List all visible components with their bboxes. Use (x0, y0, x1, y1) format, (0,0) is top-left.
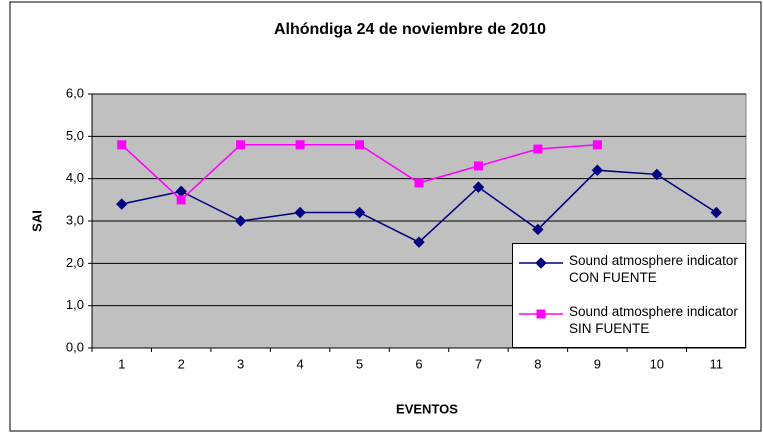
legend-marker (535, 257, 547, 269)
y-tick-label: 5,0 (66, 128, 84, 143)
x-tick-label: 11 (710, 356, 724, 371)
x-tick-label: 1 (118, 356, 125, 371)
data-point (117, 140, 127, 150)
data-point (710, 206, 722, 219)
legend-swatch (519, 257, 563, 269)
x-tick-label: 8 (534, 356, 541, 371)
data-point (234, 215, 247, 227)
legend-label: Sound atmosphere indicator CON FUENTE (569, 253, 738, 285)
y-axis-label: SAI (29, 210, 44, 232)
legend-label: Sound atmosphere indicator SIN FUENTE (569, 304, 738, 336)
data-point (413, 236, 425, 248)
data-point (592, 140, 602, 150)
legend-entry: Sound atmosphere indicator SIN FUENTE (513, 297, 747, 347)
y-tick-label: 2,0 (66, 255, 84, 270)
legend-swatch (519, 309, 563, 319)
y-tick-label: 1,0 (66, 297, 84, 312)
data-point (294, 206, 306, 219)
x-tick-label: 4 (296, 356, 303, 371)
data-point (651, 168, 663, 181)
data-point (533, 144, 543, 154)
data-point (414, 178, 424, 188)
x-tick-label: 5 (356, 356, 363, 371)
data-point (532, 223, 544, 236)
data-point (355, 140, 365, 150)
data-point (236, 140, 246, 150)
data-point (116, 198, 128, 210)
legend-entry: Sound atmosphere indicator CON FUENTE (513, 246, 747, 296)
x-tick-label: 2 (178, 356, 185, 371)
data-point (295, 140, 305, 150)
x-tick-label: 6 (415, 356, 422, 371)
legend-marker (536, 309, 546, 319)
data-point (472, 181, 485, 193)
y-tick-label: 6,0 (66, 85, 84, 100)
x-tick-label: 10 (650, 356, 664, 371)
x-axis-label: EVENTOS (396, 401, 458, 416)
data-point (353, 206, 366, 219)
x-tick-label: 7 (475, 356, 482, 371)
data-point (176, 195, 186, 205)
chart-title: Alhóndiga 24 de noviembre de 2010 (274, 21, 546, 38)
legend: Sound atmosphere indicator CON FUENTE Sou… (512, 243, 746, 348)
y-tick-label: 0,0 (66, 339, 84, 354)
y-tick-label: 3,0 (66, 212, 84, 227)
x-tick-label: 3 (237, 356, 244, 371)
data-point (591, 164, 604, 176)
x-tick-label: 9 (594, 356, 601, 371)
data-point (473, 161, 483, 171)
y-tick-label: 4,0 (66, 170, 84, 185)
